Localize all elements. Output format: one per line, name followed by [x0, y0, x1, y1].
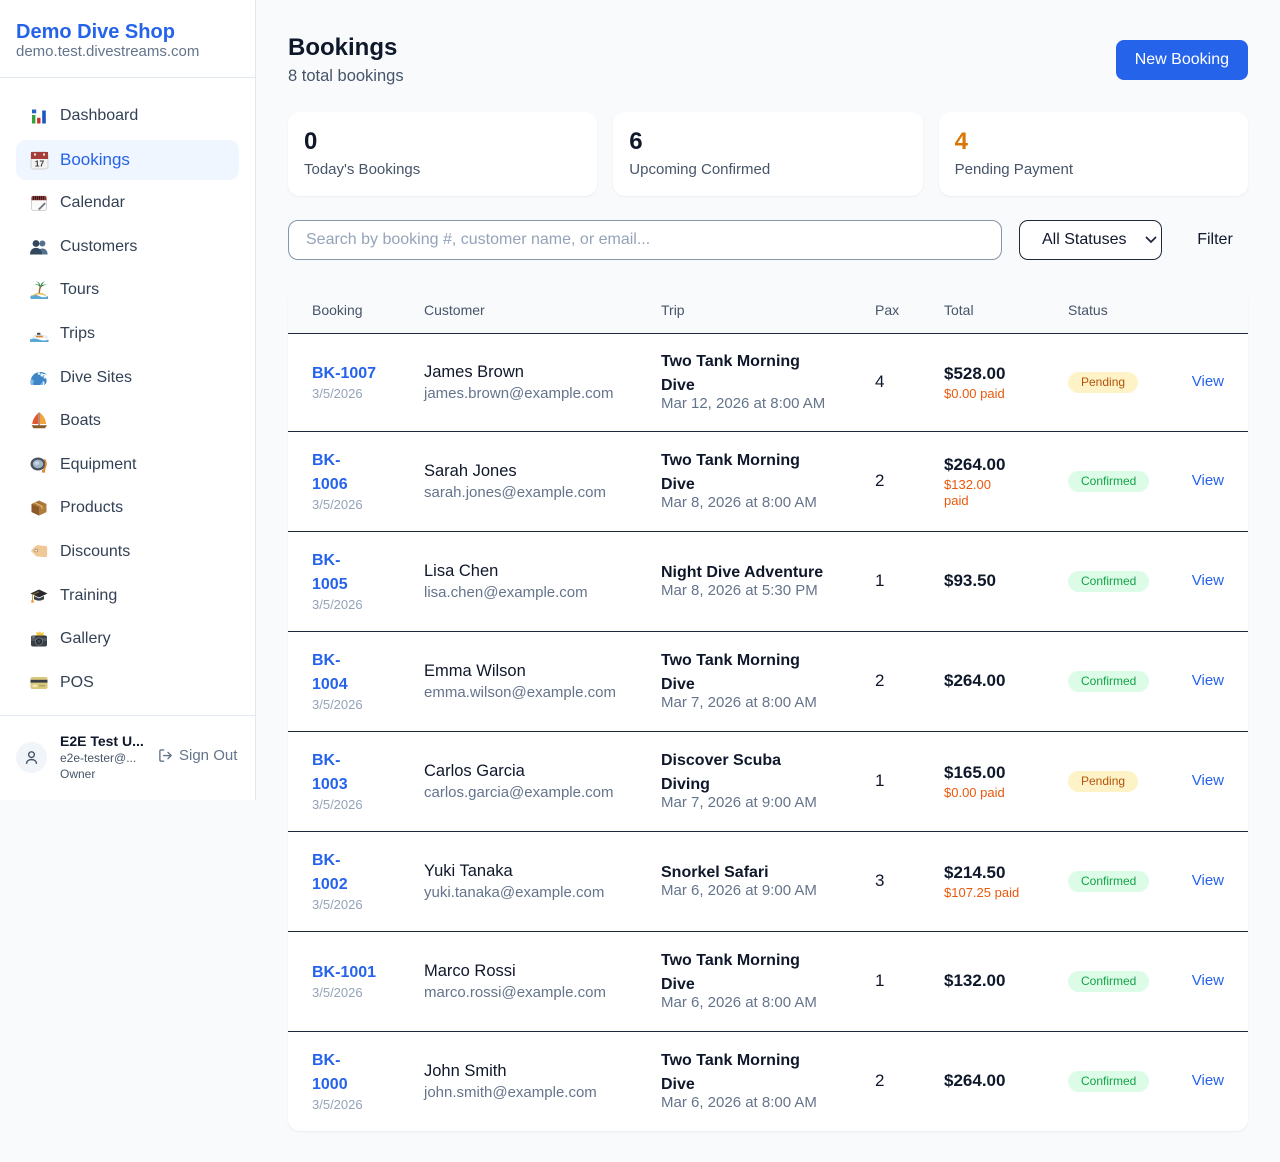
svg-text:17: 17	[35, 158, 45, 168]
